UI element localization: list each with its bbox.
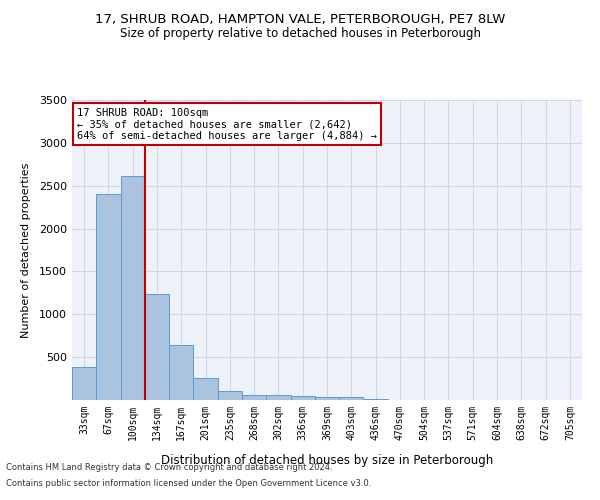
Bar [169, 345, 193, 400]
Bar [339, 398, 364, 400]
Text: 17, SHRUB ROAD, HAMPTON VALE, PETERBOROUGH, PE7 8LW: 17, SHRUB ROAD, HAMPTON VALE, PETERBOROU… [95, 12, 505, 26]
Bar [266, 395, 290, 400]
Text: Size of property relative to detached houses in Peterborough: Size of property relative to detached ho… [119, 28, 481, 40]
Bar [96, 194, 121, 400]
Bar [290, 396, 315, 400]
Y-axis label: Number of detached properties: Number of detached properties [20, 162, 31, 338]
Bar [121, 176, 145, 400]
Bar [242, 395, 266, 400]
Bar [72, 366, 96, 400]
Bar [364, 399, 388, 400]
X-axis label: Distribution of detached houses by size in Peterborough: Distribution of detached houses by size … [161, 454, 493, 467]
Text: Contains public sector information licensed under the Open Government Licence v3: Contains public sector information licen… [6, 478, 371, 488]
Text: Contains HM Land Registry data © Crown copyright and database right 2024.: Contains HM Land Registry data © Crown c… [6, 464, 332, 472]
Text: 17 SHRUB ROAD: 100sqm
← 35% of detached houses are smaller (2,642)
64% of semi-d: 17 SHRUB ROAD: 100sqm ← 35% of detached … [77, 108, 377, 140]
Bar [145, 294, 169, 400]
Bar [193, 378, 218, 400]
Bar [218, 392, 242, 400]
Bar [315, 398, 339, 400]
